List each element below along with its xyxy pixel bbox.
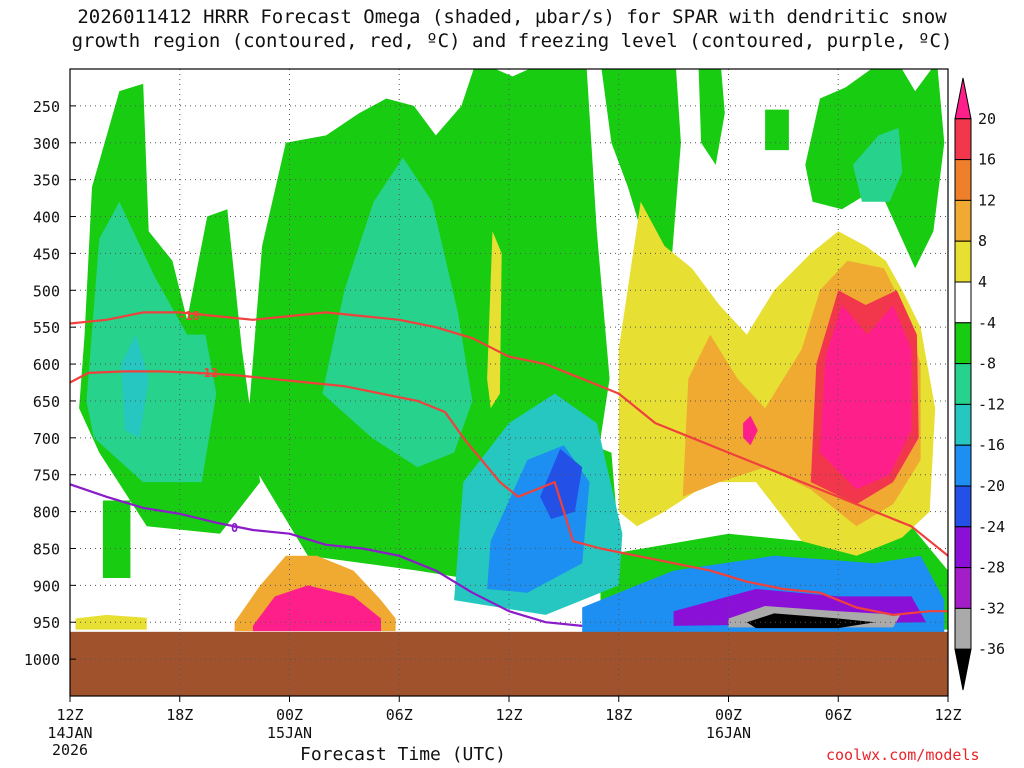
y-tick-label-300: 300 — [33, 135, 60, 153]
y-axis: 250 300 350 400 450 500 550 600 650 700 750 800 850 9… — [24, 98, 76, 669]
colorbar-segment-13 — [954, 607, 972, 650]
contour-label-0: -18 — [178, 309, 200, 323]
omega-region-9 — [86, 201, 217, 483]
y-tick-label-950: 950 — [33, 614, 60, 632]
y-tick-label-250: 250 — [33, 98, 60, 116]
omega-region-11 — [852, 128, 903, 202]
omega-region-2 — [478, 69, 610, 475]
y-tick-label-350: 350 — [33, 172, 60, 190]
x-tick-date-0: 14JAN — [47, 724, 92, 742]
colorbar-segment-7 — [954, 363, 972, 405]
y-tick-label-400: 400 — [33, 209, 60, 227]
colorbar-segment-9 — [954, 444, 972, 487]
contour-line-2 — [70, 483, 583, 627]
colorbar-label-9: -20 — [978, 477, 1005, 495]
colorbar-segment-8 — [954, 403, 972, 446]
contour-line-0 — [70, 311, 948, 557]
colorbar-label-3: 8 — [978, 232, 987, 250]
contour-line-1 — [70, 370, 948, 617]
omega-region-7 — [102, 500, 131, 578]
chart-title-line1: 2026011412 HRRR Forecast Omega (shaded, … — [77, 6, 947, 28]
colorbar-label-10: -24 — [978, 518, 1005, 536]
x-tick-label-2: 00Z — [276, 706, 303, 724]
colorbar-segment-1 — [954, 118, 972, 161]
colorbar-segment-5 — [954, 281, 972, 324]
omega-region-28 — [743, 415, 758, 446]
colorbar-label-12: -32 — [978, 599, 1005, 617]
x-axis-title: Forecast Time (UTC) — [300, 744, 506, 765]
x-tick-label-5: 18Z — [605, 706, 632, 724]
y-tick-label-500: 500 — [33, 282, 60, 300]
colorbar-label-1: 16 — [978, 151, 996, 169]
y-tick-label-550: 550 — [33, 319, 60, 337]
y-tick-label-600: 600 — [33, 356, 60, 374]
x-tick-date-2: 15JAN — [267, 724, 312, 742]
colorbar-segment-12 — [954, 567, 972, 609]
y-tick-label-450: 450 — [33, 245, 60, 263]
colorbar-label-7: -12 — [978, 395, 1005, 413]
omega-region-20 — [75, 614, 147, 630]
colorbar-label-0: 20 — [978, 110, 996, 128]
y-tick-label-900: 900 — [33, 577, 60, 595]
x-tick-label-8: 12Z — [934, 706, 961, 724]
colorbar-segment-6 — [954, 322, 972, 365]
colorbar-segment-3 — [954, 199, 972, 242]
terrain-band — [70, 631, 948, 696]
colorbar: 20 16 12 8 4 -4 -8 -12 -16 -20 -24 -28 -32 -36 — [954, 77, 1005, 691]
contour-lines — [70, 311, 948, 627]
omega-region-27 — [820, 305, 912, 490]
x-tick-label-6: 00Z — [715, 706, 742, 724]
contour-label-2: 0 — [231, 521, 238, 535]
y-tick-label-750: 750 — [33, 467, 60, 485]
y-tick-label-800: 800 — [33, 504, 60, 522]
x-tick-label-0: 12Z — [56, 706, 83, 724]
x-tick-date-6: 16JAN — [706, 724, 751, 742]
colorbar-label-5: -4 — [978, 314, 996, 332]
omega-region-15 — [540, 448, 583, 519]
colorbar-label-13: -36 — [978, 640, 1005, 658]
colorbar-label-8: -16 — [978, 436, 1005, 454]
colorbar-label-11: -28 — [978, 559, 1005, 577]
contour-labels: -18 -12 0 — [178, 309, 238, 535]
x-tick-label-4: 12Z — [495, 706, 522, 724]
colorbar-label-4: 4 — [978, 273, 987, 291]
x-tick-label-7: 06Z — [825, 706, 852, 724]
y-tick-label-1000: 1000 — [24, 651, 60, 669]
colorbar-segment-0 — [954, 77, 972, 120]
contour-label-1: -12 — [196, 366, 218, 380]
colorbar-segment-11 — [954, 526, 972, 569]
colorbar-segment-4 — [954, 240, 972, 283]
x-tick-year-0: 2026 — [52, 741, 88, 759]
omega-region-19 — [746, 613, 875, 629]
omega-region-22 — [252, 585, 381, 632]
chart-title-line2: growth region (contoured, red, ºC) and f… — [71, 30, 953, 52]
y-tick-label-650: 650 — [33, 393, 60, 411]
y-tick-label-700: 700 — [33, 430, 60, 448]
x-tick-label-3: 06Z — [386, 706, 413, 724]
colorbar-segment-10 — [954, 485, 972, 528]
colorbar-segment-14 — [954, 648, 972, 691]
x-tick-label-1: 18Z — [166, 706, 193, 724]
colorbar-segment-2 — [954, 159, 972, 201]
colorbar-label-2: 12 — [978, 191, 996, 209]
omega-region-6 — [765, 109, 789, 151]
omega-region-12 — [121, 334, 149, 438]
source-credit[interactable]: coolwx.com/models — [826, 746, 980, 764]
y-tick-label-850: 850 — [33, 540, 60, 558]
colorbar-label-6: -8 — [978, 355, 996, 373]
omega-region-4 — [698, 69, 725, 165]
